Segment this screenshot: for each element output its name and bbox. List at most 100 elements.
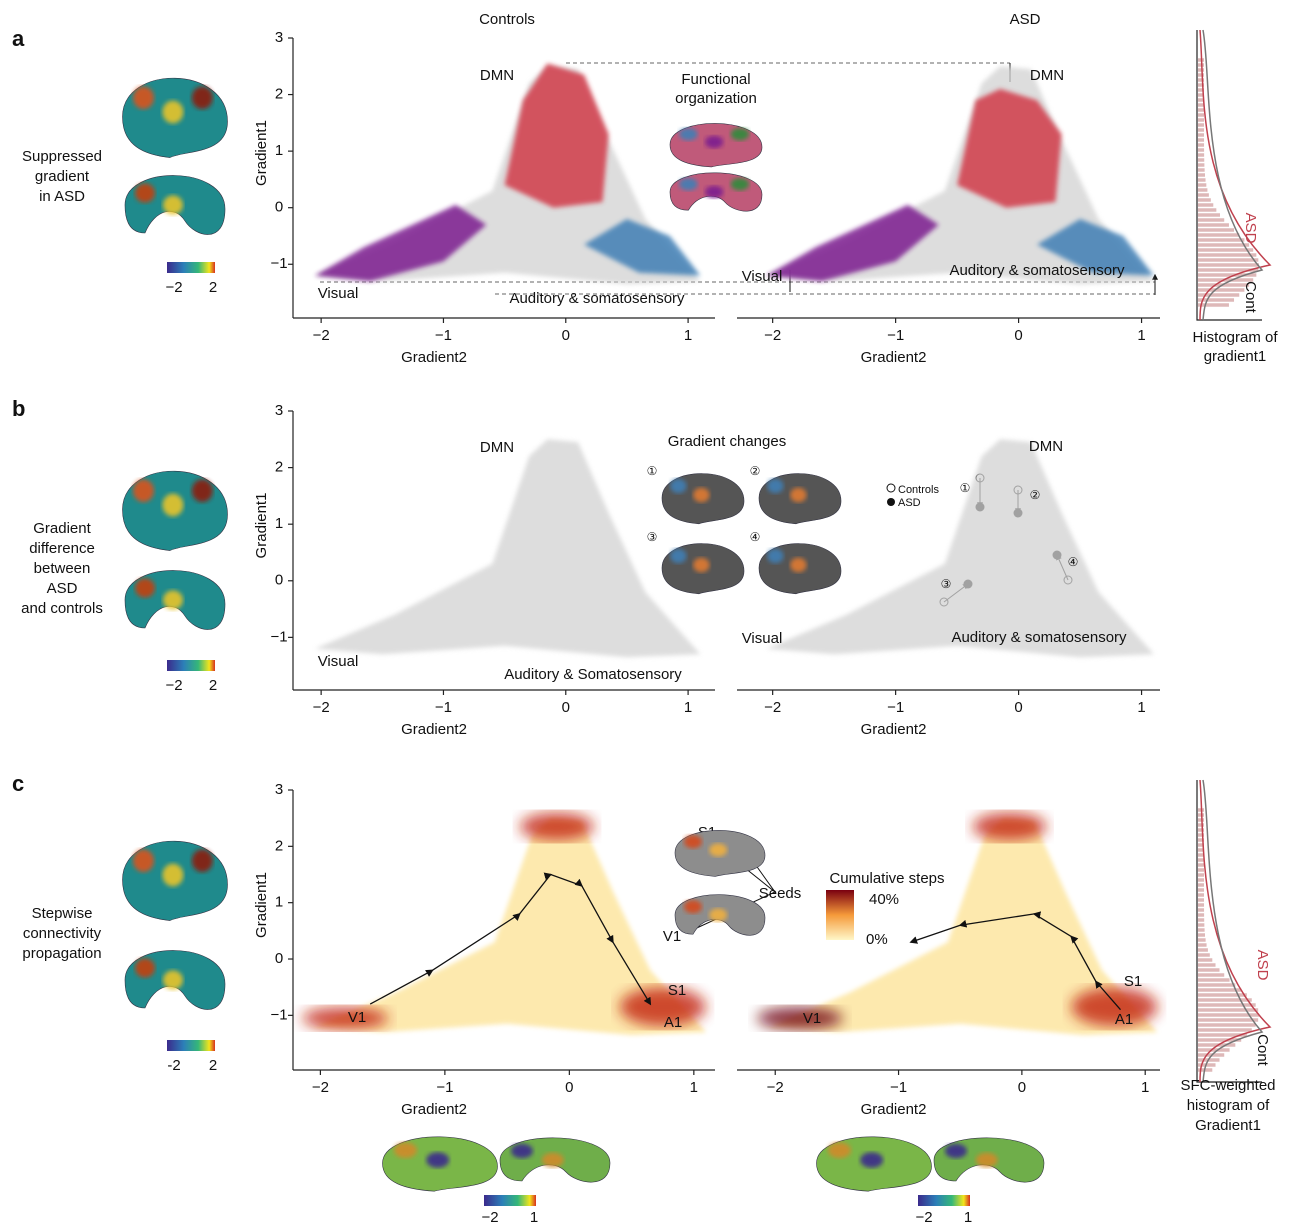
annotation: ① (960, 481, 971, 495)
histogram-caption: SFC-weighted (1180, 1077, 1275, 1094)
x-axis-label: Gradient2 (401, 1101, 467, 1118)
y-axis-label: Gradient1 (253, 493, 270, 559)
colorbar-label: 2 (209, 677, 217, 694)
y-tick-label: 3 (275, 781, 283, 798)
annotation: DMN (480, 439, 514, 456)
colorbar (167, 262, 215, 273)
brain-spot (670, 549, 686, 563)
hot-region (620, 987, 706, 1026)
brain-image (125, 570, 225, 629)
histogram-label: Cont (1242, 281, 1259, 314)
annotation: A1 (1115, 1011, 1133, 1028)
side-text: Gradient (33, 520, 91, 537)
brain-spot (135, 578, 155, 597)
x-axis-label: Gradient2 (861, 1101, 927, 1118)
brain-spot (163, 590, 183, 609)
annotation: Visual (318, 653, 359, 670)
y-axis-label: Gradient1 (253, 120, 270, 186)
brain-spot (670, 479, 686, 493)
x-tick-label: 0 (565, 1079, 573, 1096)
y-tick-label: 3 (275, 29, 283, 46)
x-tick-label: −1 (890, 1079, 907, 1096)
panel-label: a (12, 26, 25, 51)
colorbar-label: −2 (165, 279, 182, 296)
side-text: Stepwise (32, 905, 93, 922)
brain-spot (511, 1144, 533, 1158)
annotation: DMN (1030, 67, 1064, 84)
figure: aSuppressedgradientin ASD−22−2−101Gradie… (0, 0, 1295, 1226)
y-axis-label: Gradient1 (253, 872, 270, 938)
annotation: Seeds (759, 885, 802, 902)
x-tick-label: −1 (435, 699, 452, 716)
brain-image (675, 830, 765, 876)
annotation: ④ (750, 530, 761, 544)
colorbar (918, 1195, 970, 1206)
annotation: Auditory & somatosensory (949, 262, 1125, 279)
brain-spot (426, 1152, 449, 1168)
x-tick-label: 1 (1137, 327, 1145, 344)
brain-spot (135, 183, 155, 202)
histogram-label: ASD (1254, 950, 1271, 981)
colorbar-label: 2 (209, 1057, 217, 1074)
brain-spot (693, 558, 709, 572)
x-tick-label: 0 (1018, 1079, 1026, 1096)
plot-title: ASD (1010, 11, 1041, 28)
brain-spot (163, 195, 183, 214)
side-text: propagation (22, 945, 101, 962)
brain-spot (976, 1153, 998, 1167)
x-tick-label: −2 (764, 699, 781, 716)
x-axis-label: Gradient2 (401, 721, 467, 738)
annotation: Auditory & somatosensory (951, 629, 1127, 646)
decoration (826, 890, 854, 940)
decoration (887, 498, 895, 506)
brain-spot (790, 488, 806, 502)
brain-spot (192, 849, 213, 872)
x-tick-label: 0 (1014, 699, 1022, 716)
brain-image (123, 78, 228, 157)
annotation: S1 (1124, 973, 1142, 990)
panel-label: c (12, 771, 24, 796)
colorbar-label: 1 (530, 1209, 538, 1226)
y-tick-label: 2 (275, 459, 283, 476)
x-tick-label: 1 (690, 1079, 698, 1096)
x-tick-label: 0 (1014, 327, 1022, 344)
annotation: ① (647, 464, 658, 478)
colorbar-label: 1 (964, 1209, 972, 1226)
brain-spot (684, 900, 702, 913)
y-tick-label: 2 (275, 837, 283, 854)
brain-spot (162, 864, 183, 887)
brain-spot (828, 1142, 851, 1158)
side-text: in ASD (39, 188, 85, 205)
annotation: Auditory & somatosensory (509, 290, 685, 307)
y-tick-label: 0 (275, 950, 283, 967)
side-text: connectivity (23, 925, 102, 942)
brain-spot (945, 1144, 967, 1158)
annotation: Cumulative steps (829, 870, 944, 887)
colorbar-label: −2 (165, 677, 182, 694)
annotation: ③ (941, 577, 952, 591)
brain-spot (133, 479, 154, 502)
annotation: DMN (1029, 438, 1063, 455)
brain-spot (790, 558, 806, 572)
y-tick-label: 0 (275, 199, 283, 216)
side-text: difference (29, 540, 95, 557)
brain-image (675, 895, 765, 936)
y-tick-label: 1 (275, 142, 283, 159)
brain-spot (709, 908, 727, 921)
brain-spot (679, 178, 697, 190)
brain-image (670, 123, 762, 166)
brain-image (123, 841, 228, 920)
x-tick-label: −2 (767, 1079, 784, 1096)
x-tick-label: −1 (436, 1079, 453, 1096)
brain-image (500, 1138, 610, 1182)
brain-spot (542, 1153, 564, 1167)
cloud-dmn (505, 64, 609, 208)
annotation: V1 (348, 1009, 366, 1026)
histogram-caption: histogram of (1187, 1097, 1270, 1114)
y-tick-label: 0 (275, 572, 283, 589)
brain-spot (163, 970, 183, 989)
brain-spot (693, 488, 709, 502)
colorbar (484, 1195, 536, 1206)
annotation: Gradient changes (668, 433, 786, 450)
brain-spot (705, 186, 723, 198)
